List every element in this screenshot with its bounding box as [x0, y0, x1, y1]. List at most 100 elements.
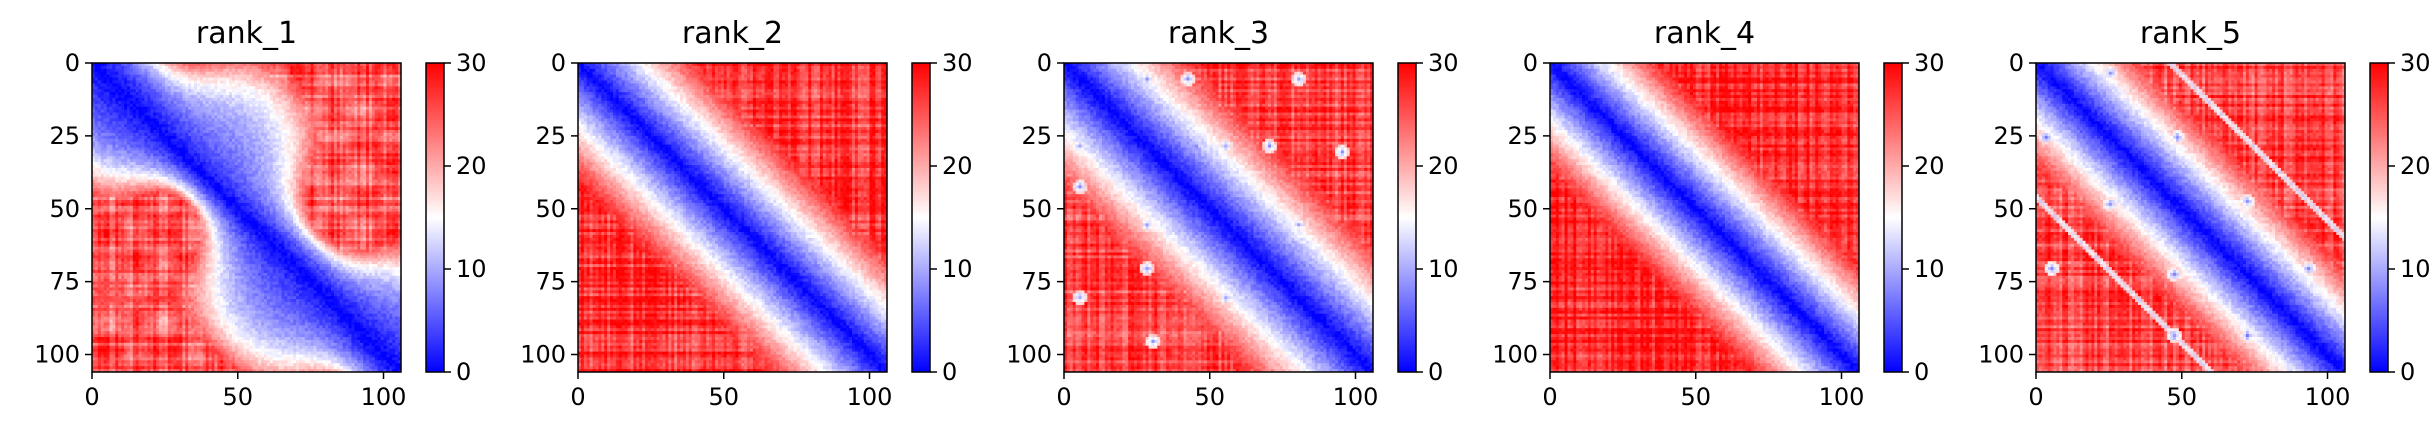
- heatmap-cell: [109, 133, 112, 136]
- heatmap-cell: [223, 78, 226, 81]
- heatmap-cell: [191, 80, 194, 83]
- heatmap-cell: [354, 95, 357, 98]
- heatmap-cell: [194, 95, 197, 98]
- heatmap-cell: [194, 115, 197, 118]
- heatmap-cell: [354, 124, 357, 127]
- heatmap-cell: [226, 83, 229, 86]
- heatmap-cell: [305, 115, 308, 118]
- heatmap-cell: [293, 75, 296, 78]
- heatmap-cell: [214, 95, 217, 98]
- heatmap-cell: [340, 75, 343, 78]
- heatmap-cell: [258, 145, 261, 148]
- heatmap-cell: [244, 89, 247, 92]
- heatmap-cell: [104, 80, 107, 83]
- heatmap-cell: [223, 92, 226, 95]
- heatmap-cell: [395, 75, 398, 78]
- heatmap-cell: [232, 86, 235, 89]
- heatmap-cell: [159, 89, 162, 92]
- heatmap-cell: [206, 127, 209, 130]
- heatmap-cell: [316, 118, 319, 121]
- heatmap-cell: [197, 130, 200, 133]
- heatmap-cell: [247, 139, 250, 142]
- heatmap-cell: [351, 69, 354, 72]
- heatmap-cell: [235, 145, 238, 148]
- heatmap-cell: [98, 110, 101, 113]
- heatmap-cell: [209, 89, 212, 92]
- heatmap-cell: [139, 92, 142, 95]
- heatmap-cell: [182, 107, 185, 110]
- heatmap-cell: [299, 75, 302, 78]
- heatmap-cell: [337, 83, 340, 86]
- heatmap-cell: [101, 130, 104, 133]
- heatmap-cell: [279, 66, 282, 69]
- heatmap-cell: [229, 89, 232, 92]
- heatmap-cell: [287, 142, 290, 145]
- heatmap-cell: [214, 148, 217, 151]
- heatmap-cell: [121, 89, 124, 92]
- heatmap-cell: [311, 121, 314, 124]
- heatmap-cell: [159, 86, 162, 89]
- heatmap-cell: [325, 107, 328, 110]
- heatmap-cell: [197, 104, 200, 107]
- heatmap-cell: [194, 142, 197, 145]
- heatmap-cell: [147, 104, 150, 107]
- heatmap-cell: [343, 86, 346, 89]
- heatmap-cell: [229, 115, 232, 118]
- heatmap-cell: [165, 89, 168, 92]
- heatmap-cell: [366, 80, 369, 83]
- heatmap-cell: [112, 113, 115, 116]
- heatmap-cell: [165, 136, 168, 139]
- heatmap-cell: [389, 145, 392, 148]
- heatmap-cell: [223, 72, 226, 75]
- heatmap-cell: [223, 142, 226, 145]
- heatmap-cell: [194, 124, 197, 127]
- heatmap-cell: [118, 78, 121, 81]
- heatmap-cell: [130, 136, 133, 139]
- heatmap-cell: [109, 69, 112, 72]
- heatmap-cell: [319, 104, 322, 107]
- heatmap-cell: [369, 72, 372, 75]
- heatmap-cell: [258, 89, 261, 92]
- heatmap-cell: [293, 121, 296, 124]
- heatmap-cell: [95, 130, 98, 133]
- heatmap-cell: [349, 145, 352, 148]
- heatmap-cell: [194, 130, 197, 133]
- heatmap-cell: [139, 98, 142, 101]
- heatmap-cell: [378, 139, 381, 142]
- heatmap-cell: [101, 113, 104, 116]
- heatmap-cell: [153, 127, 156, 130]
- heatmap-cell: [98, 113, 101, 116]
- heatmap-cell: [232, 66, 235, 69]
- heatmap-cell: [279, 89, 282, 92]
- heatmap-cell: [287, 136, 290, 139]
- heatmap-cell: [319, 95, 322, 98]
- heatmap-cell: [147, 115, 150, 118]
- heatmap-cell: [337, 133, 340, 136]
- heatmap-cell: [293, 66, 296, 69]
- heatmap-cell: [343, 136, 346, 139]
- heatmap-cell: [384, 115, 387, 118]
- heatmap-cell: [299, 121, 302, 124]
- heatmap-cell: [331, 139, 334, 142]
- heatmap-cell: [159, 83, 162, 86]
- heatmap-cell: [150, 95, 153, 98]
- heatmap-cell: [340, 115, 343, 118]
- heatmap-cell: [217, 107, 220, 110]
- heatmap-cell: [290, 104, 293, 107]
- heatmap-cell: [130, 95, 133, 98]
- heatmap-cell: [270, 136, 273, 139]
- heatmap-cell: [235, 113, 238, 116]
- heatmap-cell: [188, 78, 191, 81]
- heatmap-cell: [296, 145, 299, 148]
- heatmap-cell: [325, 148, 328, 151]
- heatmap-cell: [112, 78, 115, 81]
- heatmap-cell: [284, 72, 287, 75]
- heatmap-cell: [360, 121, 363, 124]
- heatmap-cell: [220, 86, 223, 89]
- heatmap-cell: [290, 80, 293, 83]
- heatmap-cell: [267, 101, 270, 104]
- heatmap-cell: [273, 107, 276, 110]
- heatmap-cell: [185, 139, 188, 142]
- heatmap-cell: [200, 145, 203, 148]
- heatmap-cell: [249, 145, 252, 148]
